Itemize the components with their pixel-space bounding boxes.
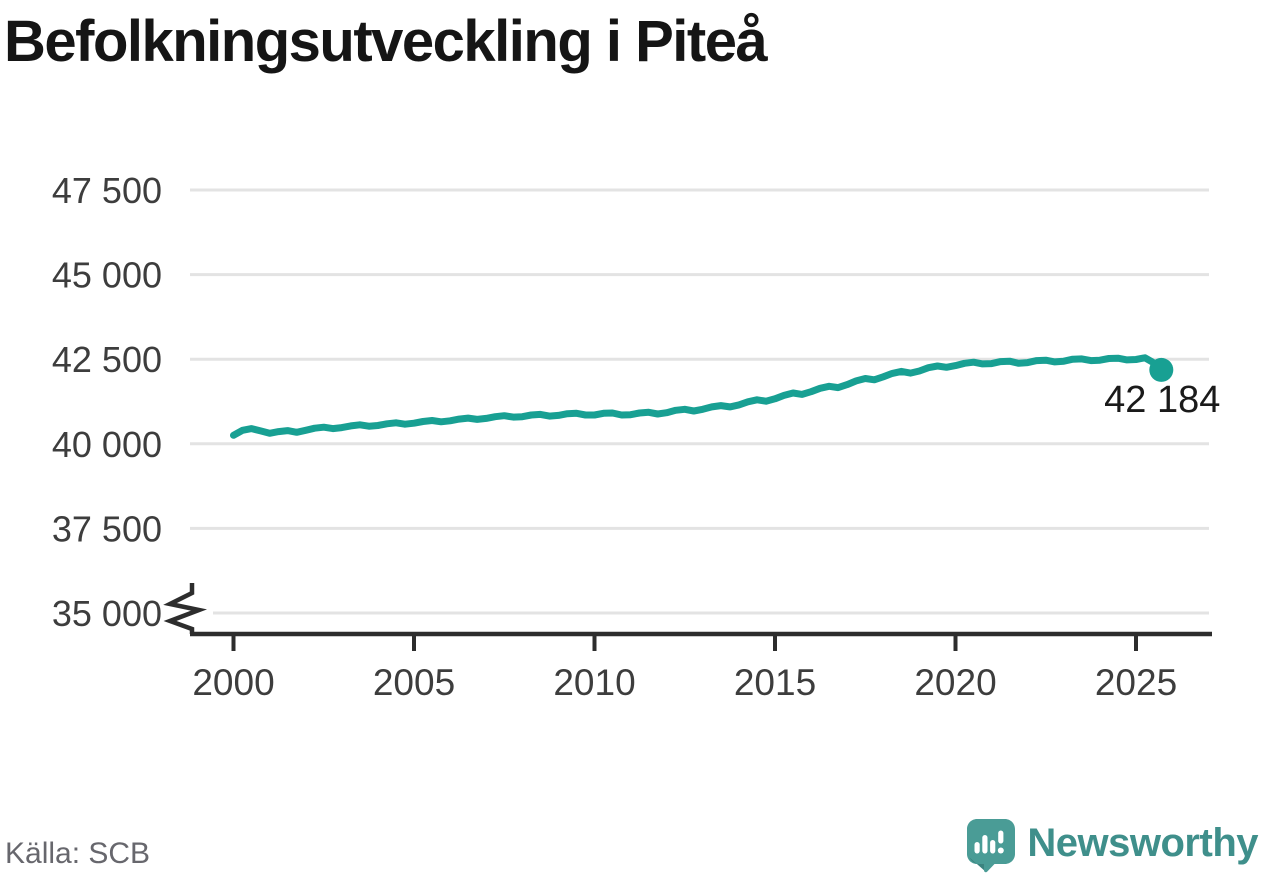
- y-axis-break-icon: [163, 583, 208, 634]
- y-tick-label: 35 000: [52, 593, 162, 634]
- source-note: Källa: SCB: [5, 837, 151, 870]
- logo-bar-small: [974, 842, 981, 854]
- x-tick-label: 2015: [734, 662, 816, 703]
- x-axis-ticks: [231, 636, 1138, 651]
- newsworthy-wordmark: Newsworthy: [1027, 821, 1258, 865]
- y-tick-label: 40 000: [52, 424, 162, 465]
- logo-bar-tall: [982, 835, 988, 854]
- population-series-line: [230, 354, 1165, 439]
- x-tick-label: 2025: [1095, 662, 1177, 703]
- y-tick-label: 45 000: [52, 255, 162, 296]
- series-endpoint-marker: [1149, 357, 1174, 382]
- y-tick-label: 42 500: [52, 339, 162, 380]
- x-tick-label: 2000: [192, 662, 274, 703]
- logo-exclamation-dot: [998, 847, 1005, 854]
- logo-barchart-exclamation-icon: [974, 830, 1005, 854]
- gridlines: [190, 188, 1209, 615]
- endpoint-value-label: 42 184: [1104, 379, 1220, 421]
- logo-bar-medium: [990, 840, 996, 854]
- x-tick-label: 2005: [373, 662, 455, 703]
- y-tick-label: 47 500: [52, 170, 162, 211]
- x-axis-labels: 2000 2005 2010 2015 2020 2025: [192, 662, 1177, 703]
- x-tick-label: 2020: [914, 662, 996, 703]
- chart-title: Befolkningsutveckling i Piteå: [4, 9, 768, 74]
- newsworthy-logo-icon: [967, 819, 1016, 873]
- newsworthy-brand: Newsworthy: [967, 819, 1258, 873]
- y-axis-labels: 47 500 45 000 42 500 40 000 37 500 35 00…: [52, 170, 162, 634]
- logo-exclamation-bar: [998, 830, 1004, 844]
- x-tick-label: 2010: [553, 662, 635, 703]
- y-tick-label: 37 500: [52, 508, 162, 549]
